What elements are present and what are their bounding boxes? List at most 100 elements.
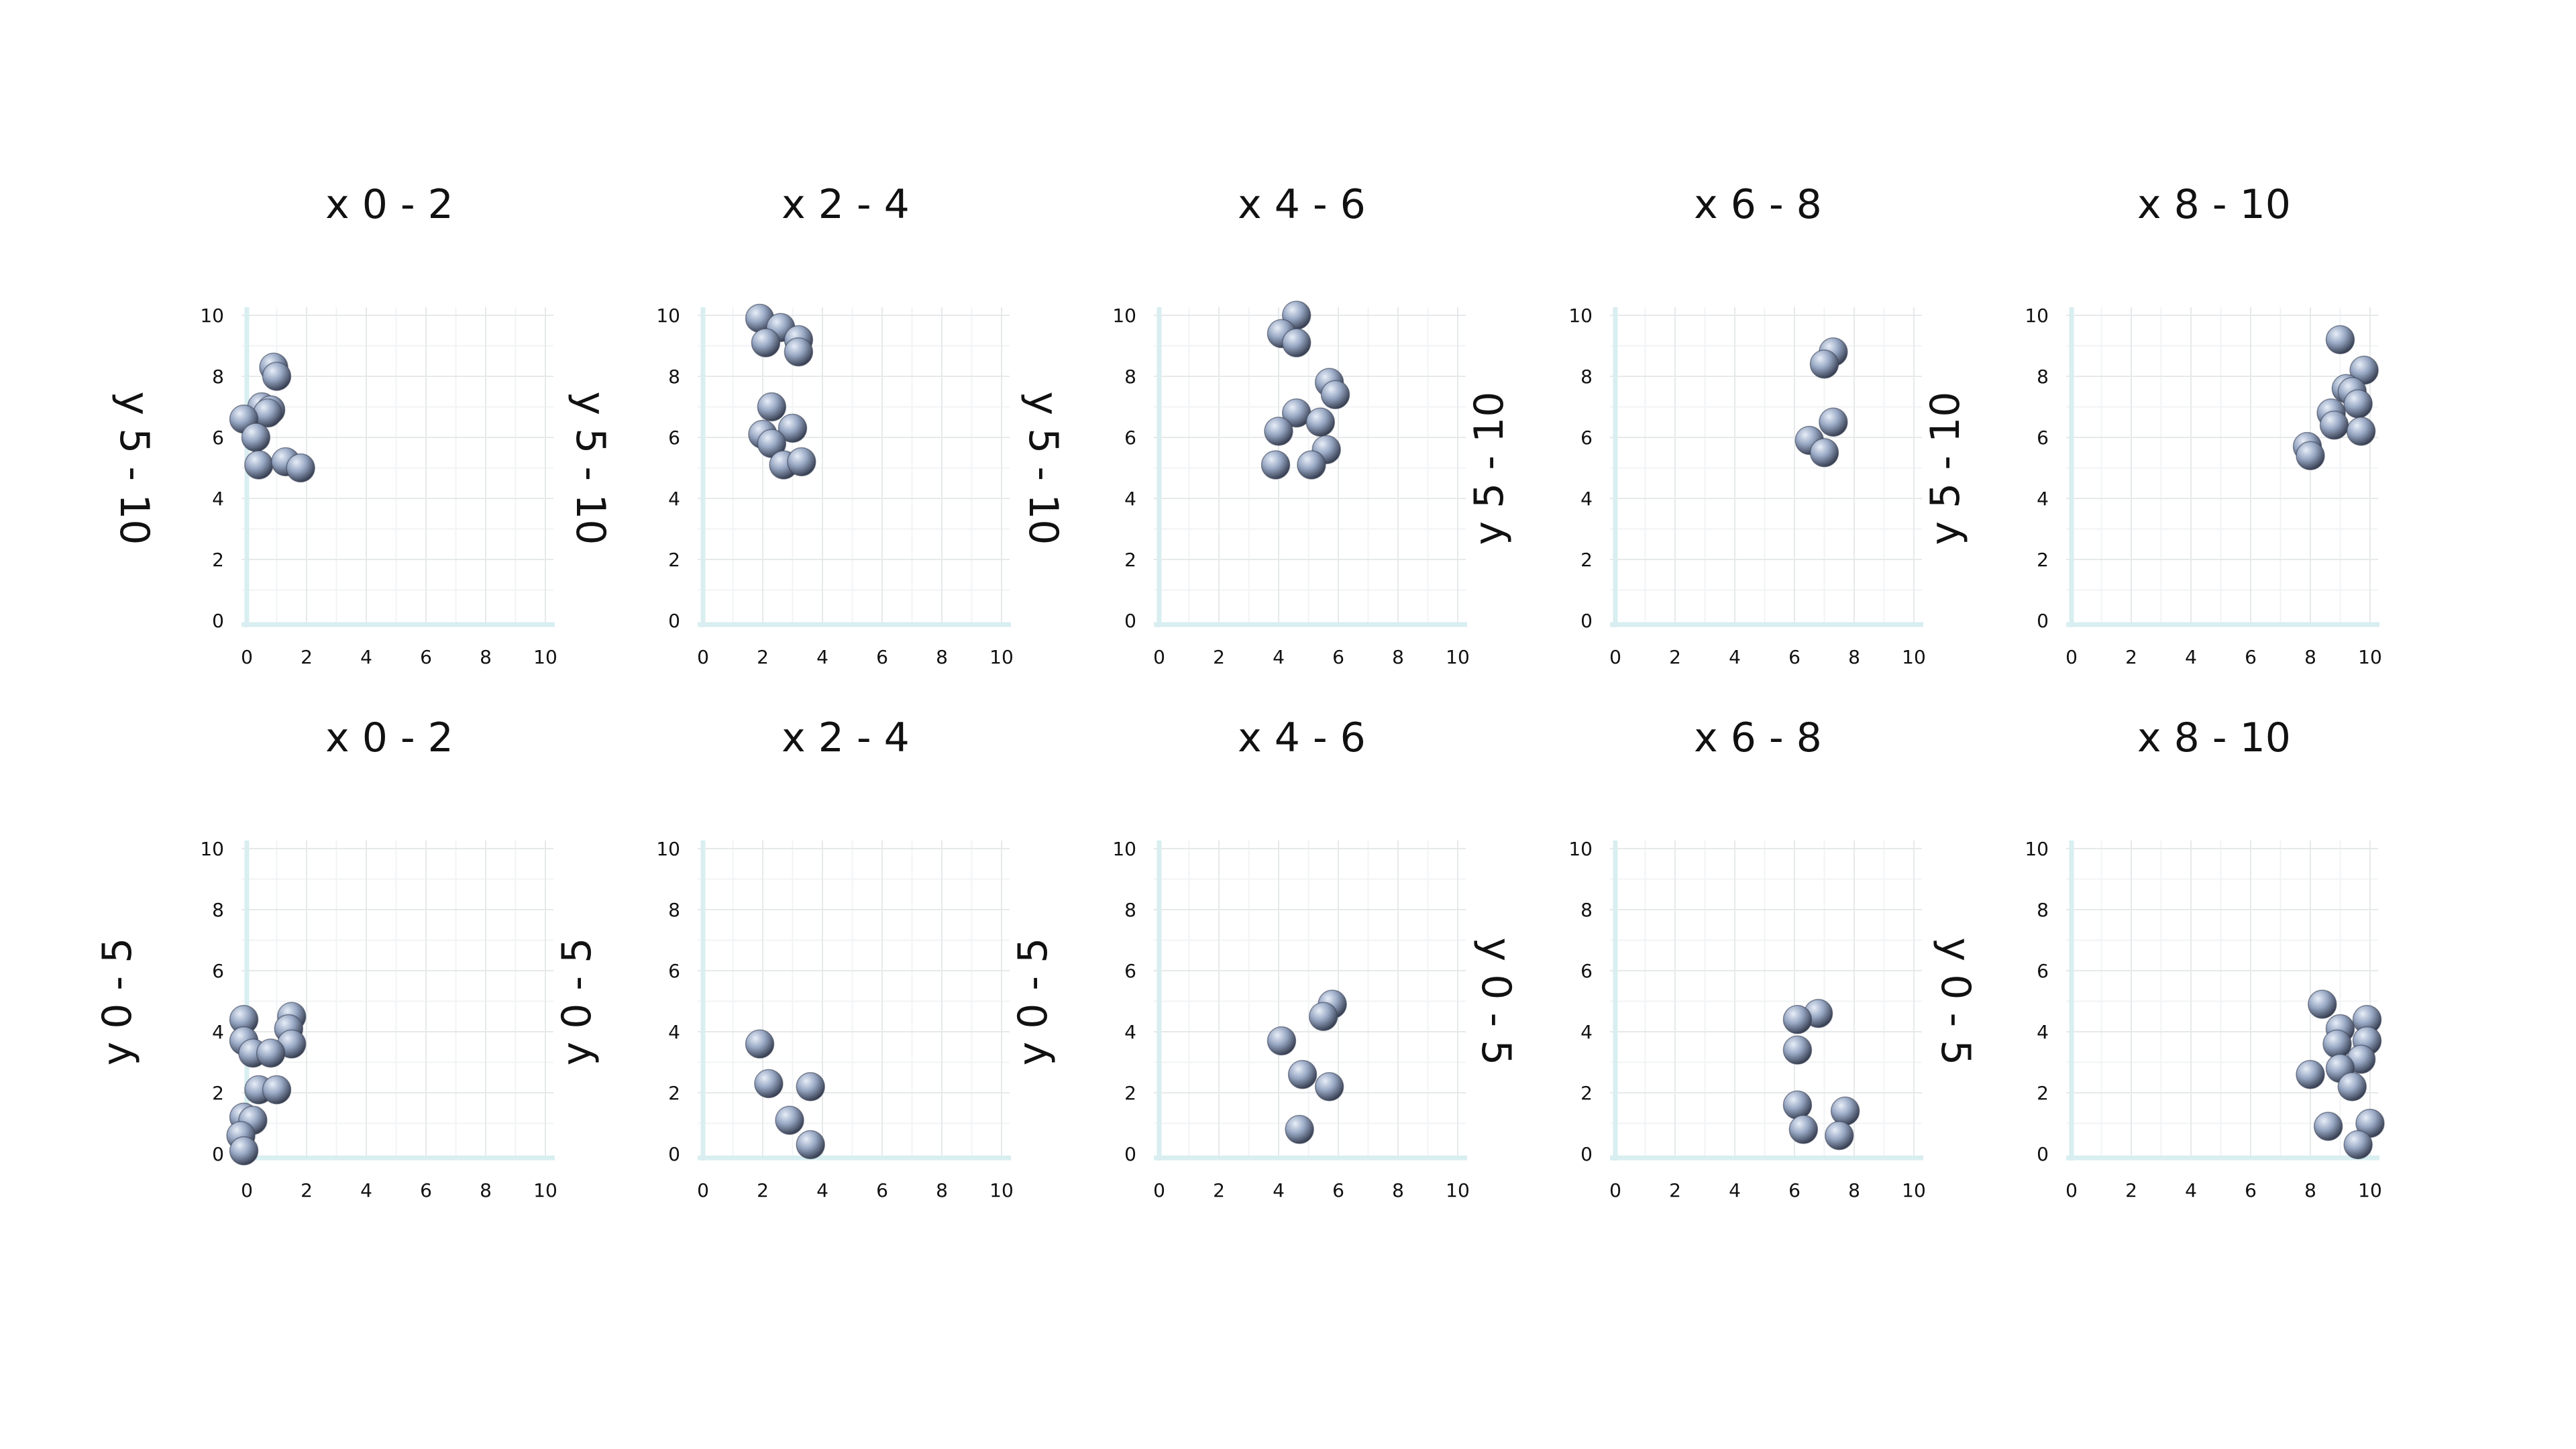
chart-title: x 6 - 8 [1694, 714, 1822, 761]
y-tick-label: 8 [212, 366, 224, 388]
x-tick-label: 2 [301, 1179, 313, 1201]
x-tick-label: 4 [1273, 646, 1285, 668]
y-axis-title: y 5 - 10 [111, 391, 158, 545]
x-tick-label: 2 [1669, 646, 1681, 668]
y-axis-title: y 0 - 5 [553, 937, 600, 1066]
y-tick-label: 4 [1580, 488, 1593, 510]
data-point [775, 1106, 804, 1135]
y-tick-label: 2 [1124, 1082, 1136, 1104]
y-tick-label: 4 [2037, 1021, 2049, 1043]
y-axis-title: y 0 - 5 [1472, 937, 1519, 1066]
x-tick-label: 10 [2358, 1179, 2382, 1201]
x-tick-label: 4 [1729, 1179, 1741, 1201]
y-tick-label: 10 [200, 305, 224, 327]
data-point [1264, 417, 1293, 446]
data-point [1267, 1026, 1297, 1056]
y-tick-label: 0 [1124, 610, 1136, 632]
x-tick-label: 6 [1788, 1179, 1801, 1201]
data-point [229, 1136, 259, 1166]
chart-title: x 8 - 10 [2137, 714, 2291, 761]
data-point [1809, 350, 1839, 379]
x-tick-label: 4 [2185, 1179, 2197, 1201]
data-point [1782, 1005, 1813, 1034]
data-point [2337, 1072, 2367, 1102]
x-tick-label: 6 [1332, 646, 1344, 668]
y-tick-label: 4 [212, 488, 224, 510]
data-point [2343, 389, 2373, 419]
data-point [2343, 1130, 2373, 1160]
x-tick-label: 2 [1213, 1179, 1225, 1201]
y-tick-label: 2 [2037, 1082, 2049, 1104]
data-point [1281, 328, 1311, 358]
y-tick-label: 0 [668, 1143, 680, 1165]
data-point [1825, 1120, 1854, 1150]
data-point [796, 1130, 825, 1160]
y-tick-label: 6 [1580, 960, 1593, 982]
x-tick-label: 0 [241, 1179, 253, 1201]
y-tick-label: 0 [1580, 610, 1593, 632]
data-point [777, 413, 808, 443]
y-tick-label: 2 [212, 549, 224, 571]
y-axis-title: y 0 - 5 [94, 937, 141, 1066]
x-tick-label: 6 [876, 1179, 888, 1201]
data-point [745, 1029, 775, 1059]
x-tick-label: 2 [2125, 646, 2137, 668]
y-tick-label: 2 [1580, 1082, 1593, 1104]
x-tick-label: 4 [360, 1179, 372, 1201]
x-tick-label: 8 [1392, 1179, 1404, 1201]
data-point [262, 362, 292, 391]
y-tick-label: 6 [2037, 960, 2049, 982]
x-tick-label: 4 [360, 646, 372, 668]
x-tick-label: 8 [2304, 1179, 2316, 1201]
x-tick-label: 2 [301, 646, 313, 668]
data-point [1305, 407, 1336, 437]
x-tick-label: 0 [1153, 1179, 1165, 1201]
x-tick-label: 6 [1788, 646, 1801, 668]
chart-title: x 2 - 4 [782, 714, 910, 761]
x-tick-label: 4 [1729, 646, 1741, 668]
chart-title: x 2 - 4 [782, 181, 910, 228]
data-point [2322, 1029, 2352, 1059]
data-point [1819, 407, 1848, 437]
x-tick-label: 10 [533, 646, 557, 668]
data-point [1830, 1096, 1860, 1126]
y-tick-label: 4 [1124, 488, 1136, 510]
scatter-plot: 0 2 4 6 8 10 0 2 4 6 8 10 [1112, 838, 1469, 1201]
x-tick-label: 6 [2245, 1179, 2257, 1201]
y-tick-label: 8 [2037, 366, 2049, 388]
x-tick-label: 10 [1446, 646, 1470, 668]
y-tick-label: 6 [212, 960, 224, 982]
data-point [2319, 411, 2349, 440]
data-point [796, 1072, 825, 1102]
y-tick-label: 10 [1112, 305, 1136, 327]
y-axis-title: y 5 - 10 [1922, 391, 1969, 545]
x-tick-label: 10 [533, 1179, 557, 1201]
y-tick-label: 10 [2025, 305, 2049, 327]
data-point [2346, 417, 2376, 446]
y-tick-label: 8 [668, 899, 680, 921]
data-point [241, 423, 271, 452]
y-tick-label: 4 [1580, 1021, 1593, 1043]
chart-title: x 0 - 2 [325, 181, 453, 228]
y-tick-label: 8 [1580, 366, 1593, 388]
y-tick-label: 2 [668, 1082, 680, 1104]
y-axis-title: y 5 - 10 [1466, 391, 1513, 545]
data-point [1320, 380, 1350, 410]
data-point [256, 1038, 286, 1068]
y-tick-label: 6 [1580, 427, 1593, 449]
chart-title: x 0 - 2 [325, 714, 453, 761]
y-tick-label: 0 [2037, 610, 2049, 632]
x-tick-label: 8 [936, 646, 948, 668]
y-tick-label: 8 [1124, 366, 1136, 388]
y-tick-label: 6 [668, 960, 680, 982]
y-tick-label: 4 [668, 488, 680, 510]
y-tick-label: 8 [2037, 899, 2049, 921]
y-tick-label: 6 [212, 427, 224, 449]
y-axis-title: y 0 - 5 [1010, 937, 1057, 1066]
x-tick-label: 10 [2358, 646, 2382, 668]
data-point [751, 328, 781, 358]
data-point [1809, 438, 1839, 468]
scatter-plot: 0 2 4 6 8 10 0 2 4 6 8 10 [656, 838, 1013, 1201]
chart-title: x 8 - 10 [2137, 181, 2291, 228]
x-tick-label: 8 [480, 1179, 492, 1201]
